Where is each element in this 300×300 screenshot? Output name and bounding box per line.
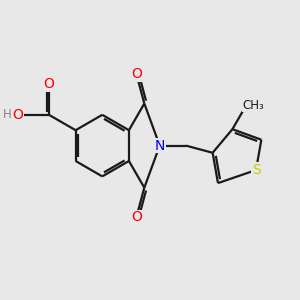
Text: O: O bbox=[13, 108, 24, 122]
Text: N: N bbox=[154, 139, 165, 153]
Text: O: O bbox=[44, 77, 54, 91]
Text: CH₃: CH₃ bbox=[243, 99, 265, 112]
Text: H: H bbox=[3, 108, 11, 121]
Text: O: O bbox=[131, 210, 142, 224]
Text: S: S bbox=[252, 163, 260, 177]
Text: O: O bbox=[131, 67, 142, 81]
